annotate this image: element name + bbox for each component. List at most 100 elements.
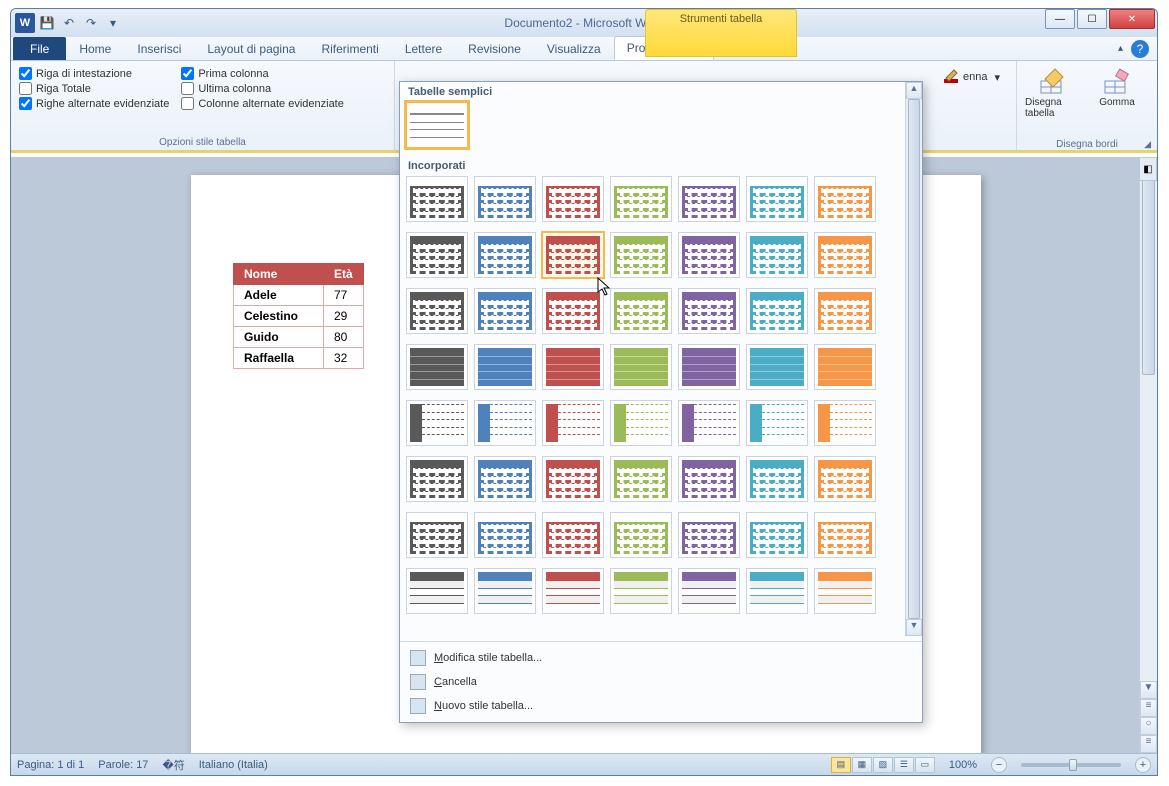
tab-home[interactable]: Home [66, 37, 124, 60]
draw-table-button[interactable]: Disegna tabella [1025, 65, 1081, 119]
zoom-out-button[interactable]: − [991, 757, 1007, 773]
table-style-thumb[interactable] [678, 344, 740, 390]
table-style-thumb[interactable] [678, 456, 740, 502]
table-style-thumb[interactable] [474, 568, 536, 614]
tab-file[interactable]: File [13, 37, 66, 60]
check-last-col[interactable]: Ultima colonna [181, 82, 344, 95]
tab-insert[interactable]: Inserisci [124, 37, 194, 60]
status-words[interactable]: Parole: 17 [98, 759, 148, 771]
gallery-scroll-up-icon[interactable]: ▲ [906, 82, 922, 99]
table-style-thumb[interactable] [406, 344, 468, 390]
view-outline[interactable]: ☰ [894, 757, 914, 773]
gallery-scroll-thumb[interactable] [908, 99, 920, 619]
table-style-thumb[interactable] [610, 288, 672, 334]
table-style-thumb[interactable] [474, 232, 536, 278]
vertical-scrollbar[interactable]: ▲ ▼ ≡ ○ ≡ [1139, 157, 1157, 753]
ribbon-minimize-icon[interactable]: ▴ [1118, 43, 1123, 54]
table-style-thumb[interactable] [610, 232, 672, 278]
table-style-thumb[interactable] [746, 176, 808, 222]
status-page[interactable]: Pagina: 1 di 1 [17, 759, 84, 771]
table-style-thumb[interactable] [474, 456, 536, 502]
table-style-thumb[interactable] [814, 176, 876, 222]
table-style-thumb[interactable] [814, 232, 876, 278]
zoom-slider[interactable] [1021, 763, 1121, 767]
table-style-thumb[interactable] [474, 288, 536, 334]
table-style-thumb[interactable] [610, 512, 672, 558]
gallery-scrollbar[interactable]: ▲ ▼ [905, 82, 922, 636]
tab-view[interactable]: Visualizza [534, 37, 614, 60]
menu-modify-style[interactable]: Modifica stile tabella... [400, 646, 922, 670]
table-style-thumb[interactable] [746, 456, 808, 502]
minimize-button[interactable]: — [1045, 9, 1075, 29]
table-style-thumb[interactable] [814, 456, 876, 502]
table-style-thumb[interactable] [406, 288, 468, 334]
table-style-thumb[interactable] [814, 568, 876, 614]
save-icon[interactable]: 💾 [37, 13, 57, 33]
table-style-thumb[interactable] [746, 568, 808, 614]
tab-page-layout[interactable]: Layout di pagina [194, 37, 308, 60]
table-style-thumb[interactable] [678, 176, 740, 222]
table-style-thumb[interactable] [814, 288, 876, 334]
table-style-thumb[interactable] [746, 512, 808, 558]
dialog-launcher-icon[interactable]: ◢ [1144, 139, 1155, 150]
view-draft[interactable]: ▭ [915, 757, 935, 773]
prev-page-icon[interactable]: ≡ [1140, 699, 1157, 717]
table-style-thumb[interactable] [474, 344, 536, 390]
table-style-thumb[interactable] [542, 288, 604, 334]
table-style-thumb[interactable] [406, 456, 468, 502]
redo-icon[interactable]: ↷ [81, 13, 101, 33]
sample-table[interactable]: NomeEtà Adele77 Celestino29 Guido80 Raff… [233, 263, 364, 369]
check-header-row[interactable]: Riga di intestazione [19, 67, 169, 80]
table-style-thumb[interactable] [542, 456, 604, 502]
scroll-down-icon[interactable]: ▼ [1140, 681, 1157, 699]
table-style-thumb[interactable] [746, 344, 808, 390]
table-style-thumb[interactable] [610, 176, 672, 222]
view-web[interactable]: ▧ [873, 757, 893, 773]
table-style-thumb[interactable] [610, 568, 672, 614]
tab-references[interactable]: Riferimenti [308, 37, 391, 60]
scroll-thumb[interactable] [1142, 175, 1155, 375]
table-style-thumb[interactable] [542, 232, 604, 278]
table-style-thumb[interactable] [474, 176, 536, 222]
check-banded-rows[interactable]: Righe alternate evidenziate [19, 97, 169, 110]
help-icon[interactable]: ? [1131, 40, 1149, 58]
menu-clear[interactable]: Cancella [400, 670, 922, 694]
table-style-thumb[interactable] [814, 512, 876, 558]
table-style-thumb[interactable] [542, 400, 604, 446]
table-style-thumb[interactable] [542, 512, 604, 558]
table-style-thumb[interactable] [678, 232, 740, 278]
undo-icon[interactable]: ↶ [59, 13, 79, 33]
view-full-screen[interactable]: ▦ [852, 757, 872, 773]
table-style-thumb[interactable] [406, 400, 468, 446]
table-style-thumb[interactable] [406, 232, 468, 278]
next-page-icon[interactable]: ≡ [1140, 735, 1157, 753]
status-language[interactable]: Italiano (Italia) [199, 759, 268, 771]
qat-dropdown-icon[interactable]: ▾ [103, 13, 123, 33]
table-style-thumb[interactable] [406, 176, 468, 222]
zoom-in-button[interactable]: + [1135, 757, 1151, 773]
table-style-thumb[interactable] [542, 568, 604, 614]
tab-review[interactable]: Revisione [455, 37, 534, 60]
table-style-thumb[interactable] [474, 400, 536, 446]
table-style-thumb[interactable] [746, 288, 808, 334]
table-style-thumb[interactable] [678, 568, 740, 614]
table-style-thumb[interactable] [610, 400, 672, 446]
ruler-toggle-icon[interactable]: ◧ [1139, 157, 1157, 181]
table-style-thumb[interactable] [746, 400, 808, 446]
view-print-layout[interactable]: ▤ [831, 757, 851, 773]
table-style-thumb[interactable] [814, 344, 876, 390]
table-style-thumb[interactable] [474, 512, 536, 558]
tab-mailings[interactable]: Lettere [392, 37, 455, 60]
browse-object-icon[interactable]: ○ [1140, 717, 1157, 735]
table-style-thumb[interactable] [678, 400, 740, 446]
gallery-scroll-down-icon[interactable]: ▼ [906, 619, 922, 636]
table-style-thumb[interactable] [814, 400, 876, 446]
table-style-thumb[interactable] [406, 512, 468, 558]
table-style-thumb[interactable] [610, 456, 672, 502]
close-button[interactable]: ✕ [1109, 9, 1155, 29]
table-style-thumb[interactable] [542, 344, 604, 390]
maximize-button[interactable]: ☐ [1077, 9, 1107, 29]
pen-color-button[interactable]: enna ▾ [941, 67, 1002, 87]
table-style-thumb[interactable] [406, 102, 468, 148]
zoom-label[interactable]: 100% [949, 759, 977, 771]
